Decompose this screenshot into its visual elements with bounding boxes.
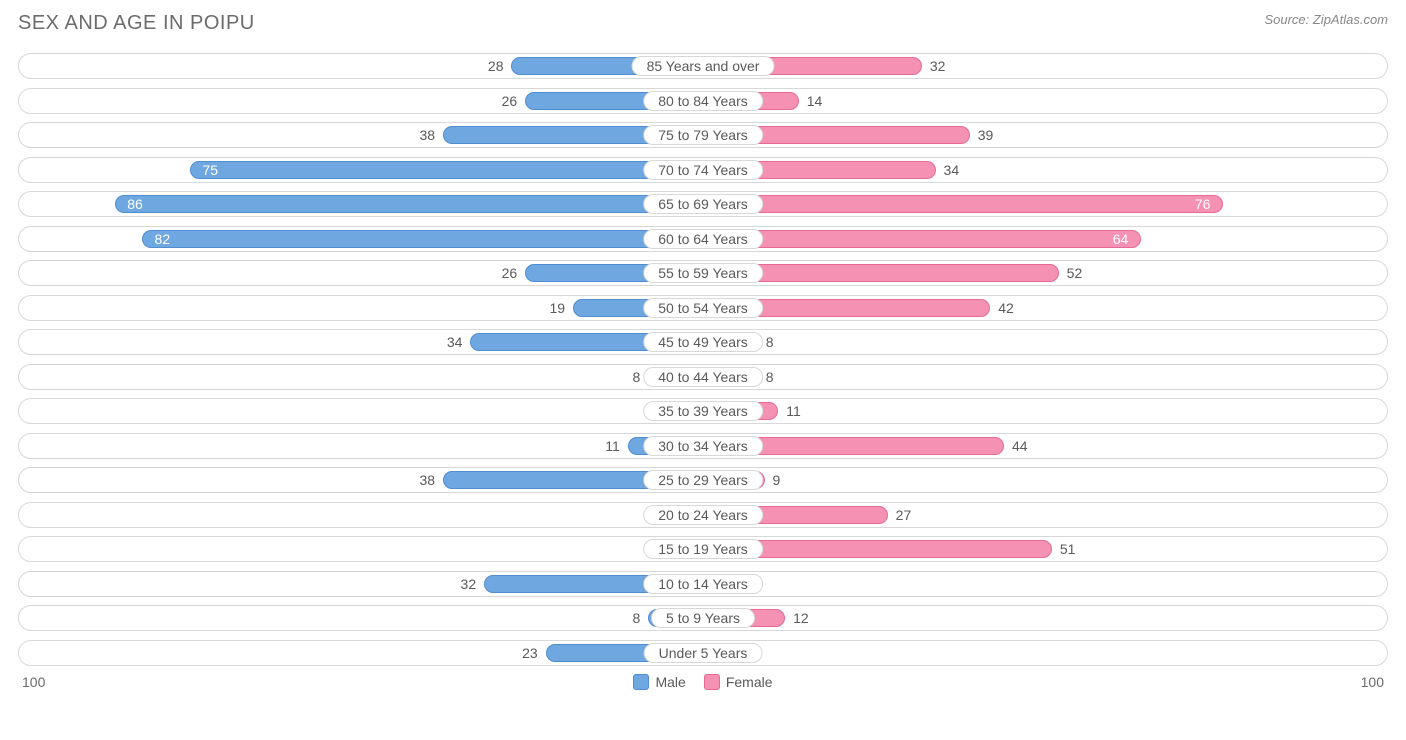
female-value: 44 bbox=[1012, 434, 1028, 458]
age-label: 5 to 9 Years bbox=[651, 608, 755, 628]
age-row: 8 12 5 to 9 Years bbox=[18, 605, 1388, 631]
age-row: 26 52 55 to 59 Years bbox=[18, 260, 1388, 286]
male-value: 86 bbox=[127, 192, 143, 216]
male-bar bbox=[142, 230, 703, 248]
age-row: 11 44 30 to 34 Years bbox=[18, 433, 1388, 459]
legend-swatch-female bbox=[704, 674, 720, 690]
age-row: 8 840 to 44 Years bbox=[18, 364, 1388, 390]
chart-source: Source: ZipAtlas.com bbox=[1264, 12, 1388, 27]
age-label: 15 to 19 Years bbox=[643, 539, 763, 559]
chart-title: SEX AND AGE IN POIPU bbox=[18, 12, 255, 35]
age-label: 85 Years and over bbox=[632, 56, 775, 76]
age-row: 75 34 70 to 74 Years bbox=[18, 157, 1388, 183]
age-label: Under 5 Years bbox=[644, 643, 763, 663]
chart-header: SEX AND AGE IN POIPU Source: ZipAtlas.co… bbox=[18, 12, 1388, 35]
age-row: 61135 to 39 Years bbox=[18, 398, 1388, 424]
male-value: 23 bbox=[522, 641, 538, 665]
female-value: 52 bbox=[1067, 261, 1083, 285]
female-value: 8 bbox=[766, 330, 774, 354]
male-value: 28 bbox=[488, 54, 504, 78]
age-label: 20 to 24 Years bbox=[643, 505, 763, 525]
female-value: 34 bbox=[944, 158, 960, 182]
female-value: 8 bbox=[766, 365, 774, 389]
female-bar bbox=[703, 230, 1141, 248]
age-row: 19 42 50 to 54 Years bbox=[18, 295, 1388, 321]
age-label: 80 to 84 Years bbox=[643, 91, 763, 111]
female-value: 14 bbox=[807, 89, 823, 113]
female-bar bbox=[703, 195, 1223, 213]
male-value: 38 bbox=[420, 123, 436, 147]
chart-area: 28 32 85 Years and over 26 14 80 to 84 Years 3… bbox=[18, 53, 1388, 666]
female-value: 12 bbox=[793, 606, 809, 630]
male-value: 34 bbox=[447, 330, 463, 354]
age-label: 35 to 39 Years bbox=[643, 401, 763, 421]
age-label: 55 to 59 Years bbox=[643, 263, 763, 283]
legend: Male Female bbox=[633, 674, 772, 690]
female-value: 32 bbox=[930, 54, 946, 78]
male-value: 26 bbox=[502, 89, 518, 113]
age-label: 30 to 34 Years bbox=[643, 436, 763, 456]
age-row: 45115 to 19 Years bbox=[18, 536, 1388, 562]
female-value: 51 bbox=[1060, 537, 1076, 561]
age-row: 38 9 25 to 29 Years bbox=[18, 467, 1388, 493]
age-label: 25 to 29 Years bbox=[643, 470, 763, 490]
age-label: 70 to 74 Years bbox=[643, 160, 763, 180]
age-row: 82 64 60 to 64 Years bbox=[18, 226, 1388, 252]
age-row: 62720 to 24 Years bbox=[18, 502, 1388, 528]
female-value: 27 bbox=[896, 503, 912, 527]
chart-footer: 100 Male Female 100 bbox=[18, 674, 1388, 690]
age-row: 236Under 5 Years bbox=[18, 640, 1388, 666]
female-value: 76 bbox=[1195, 192, 1211, 216]
male-value: 32 bbox=[461, 572, 477, 596]
male-value: 38 bbox=[420, 468, 436, 492]
age-label: 10 to 14 Years bbox=[643, 574, 763, 594]
age-row: 38 39 75 to 79 Years bbox=[18, 122, 1388, 148]
age-label: 50 to 54 Years bbox=[643, 298, 763, 318]
age-row: 28 32 85 Years and over bbox=[18, 53, 1388, 79]
female-value: 11 bbox=[786, 399, 801, 423]
male-value: 8 bbox=[632, 365, 640, 389]
male-value: 11 bbox=[605, 434, 620, 458]
male-bar bbox=[190, 161, 703, 179]
age-row: 26 14 80 to 84 Years bbox=[18, 88, 1388, 114]
female-value: 9 bbox=[773, 468, 781, 492]
male-value: 8 bbox=[632, 606, 640, 630]
age-row: 86 76 65 to 69 Years bbox=[18, 191, 1388, 217]
age-label: 60 to 64 Years bbox=[643, 229, 763, 249]
male-value: 82 bbox=[155, 227, 171, 251]
age-label: 40 to 44 Years bbox=[643, 367, 763, 387]
female-value: 64 bbox=[1113, 227, 1129, 251]
female-value: 42 bbox=[998, 296, 1014, 320]
axis-right-max: 100 bbox=[1361, 674, 1384, 690]
male-bar bbox=[115, 195, 703, 213]
male-value: 26 bbox=[502, 261, 518, 285]
legend-label-female: Female bbox=[726, 674, 773, 690]
age-row: 32610 to 14 Years bbox=[18, 571, 1388, 597]
axis-left-max: 100 bbox=[22, 674, 45, 690]
male-value: 19 bbox=[549, 296, 565, 320]
legend-label-male: Male bbox=[655, 674, 685, 690]
age-label: 75 to 79 Years bbox=[643, 125, 763, 145]
age-label: 65 to 69 Years bbox=[643, 194, 763, 214]
legend-item-female: Female bbox=[704, 674, 773, 690]
age-label: 45 to 49 Years bbox=[643, 332, 763, 352]
female-value: 39 bbox=[978, 123, 994, 147]
legend-item-male: Male bbox=[633, 674, 685, 690]
age-row: 34 845 to 49 Years bbox=[18, 329, 1388, 355]
legend-swatch-male bbox=[633, 674, 649, 690]
male-value: 75 bbox=[202, 158, 218, 182]
